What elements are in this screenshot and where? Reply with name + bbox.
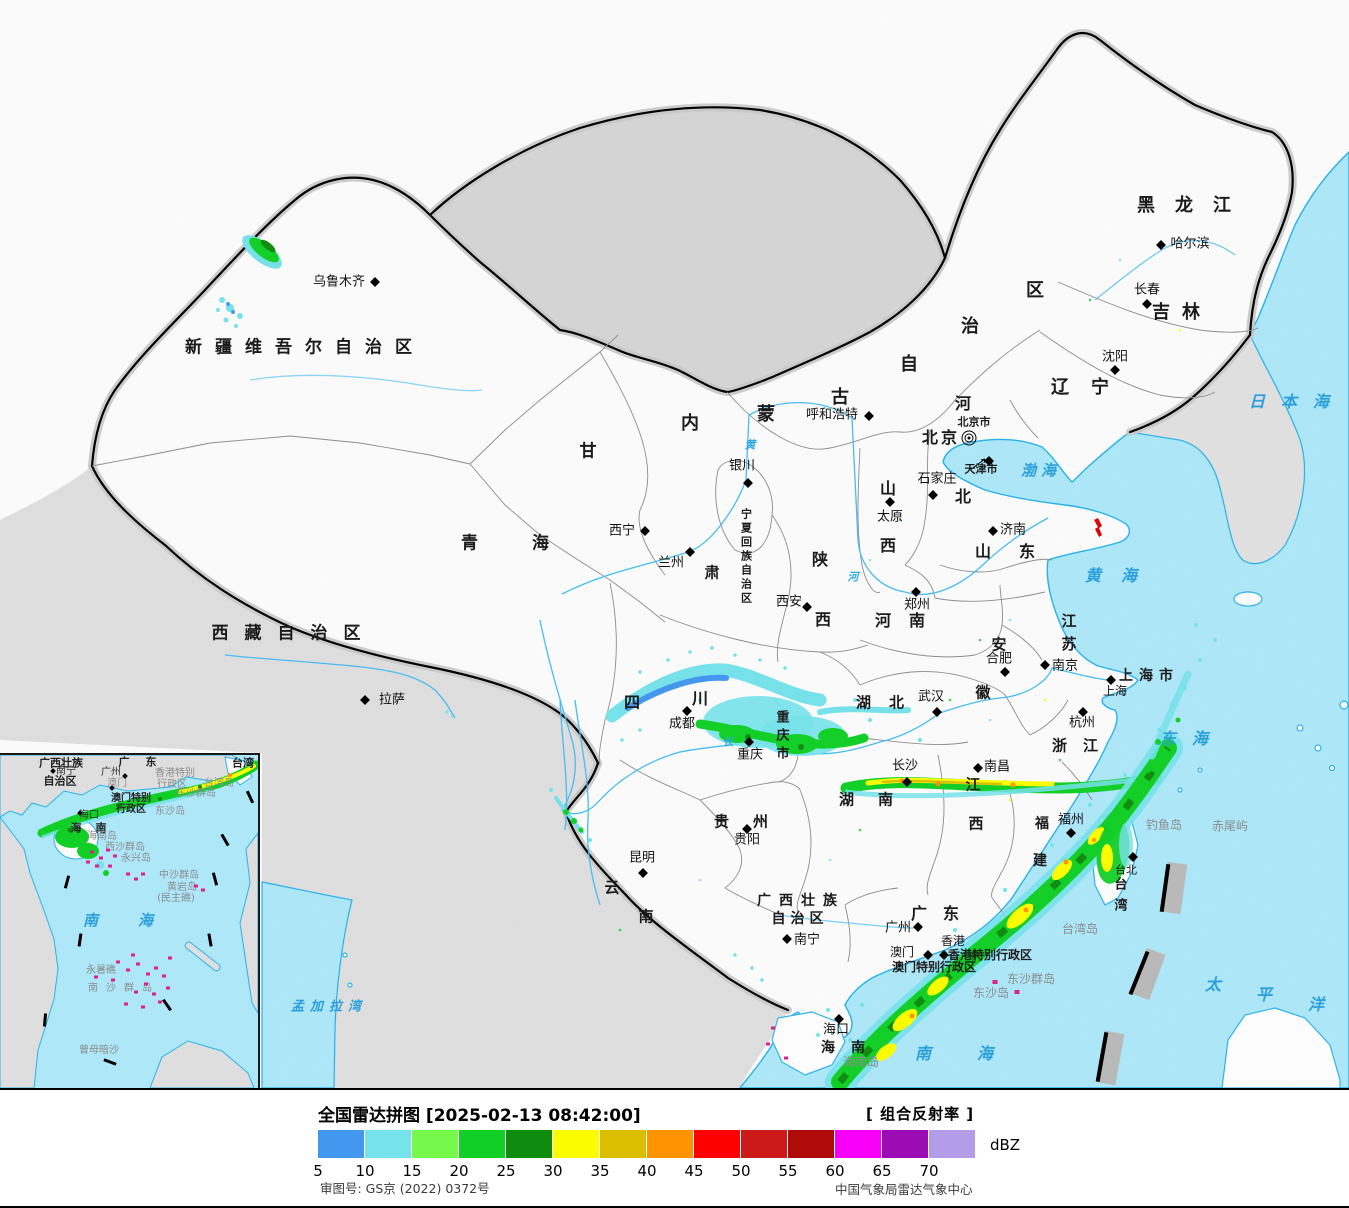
legend-title: 全国雷达拼图 [2025-02-13 08:42:00] (318, 1106, 641, 1126)
dbz-color-30 (553, 1130, 599, 1158)
legend-product-label: [ 组合反射率 ] (866, 1105, 975, 1123)
dbz-color-5 (318, 1130, 364, 1158)
dbz-tick: 65 (872, 1162, 892, 1180)
dbz-color-40 (647, 1130, 693, 1158)
dbz-color-55 (788, 1130, 834, 1158)
issuing-agency: 中国气象局雷达气象中心 (835, 1182, 973, 1197)
dbz-tick: 15 (402, 1162, 422, 1180)
inset-map (0, 755, 258, 1088)
dbz-tick: 20 (449, 1162, 469, 1180)
dbz-tick: 40 (637, 1162, 657, 1180)
dbz-tick: 35 (590, 1162, 610, 1180)
dbz-tick: 70 (919, 1162, 939, 1180)
dbz-tick: 25 (496, 1162, 516, 1180)
dbz-tick: 50 (731, 1162, 751, 1180)
dbz-color-25 (506, 1130, 552, 1158)
dbz-tick: 60 (825, 1162, 845, 1180)
dbz-tick: 45 (684, 1162, 704, 1180)
dbz-unit-label: dBZ (990, 1136, 1021, 1154)
dbz-tick: 5 (313, 1162, 323, 1180)
dbz-color-20 (459, 1130, 505, 1158)
dbz-color-10 (365, 1130, 411, 1158)
dbz-tick: 10 (355, 1162, 375, 1180)
dbz-color-70 (929, 1130, 975, 1158)
map-approval-number: 审图号: GS京 (2022) 0372号 (320, 1181, 490, 1196)
dbz-tick: 55 (778, 1162, 798, 1180)
dbz-color-35 (600, 1130, 646, 1158)
dbz-color-60 (835, 1130, 881, 1158)
south-china-sea-inset (0, 753, 260, 1088)
dbz-tick-labels: 5 10 15 20 25 30 35 40 45 50 55 60 65 70 (0, 1162, 1349, 1180)
dbz-color-45 (694, 1130, 740, 1158)
legend-panel: 全国雷达拼图 [2025-02-13 08:42:00] [ 组合反射率 ] d… (0, 1088, 1349, 1206)
dbz-color-65 (882, 1130, 928, 1158)
dbz-colorbar (318, 1130, 976, 1158)
dbz-color-15 (412, 1130, 458, 1158)
dbz-color-50 (741, 1130, 787, 1158)
dbz-tick: 30 (543, 1162, 563, 1180)
